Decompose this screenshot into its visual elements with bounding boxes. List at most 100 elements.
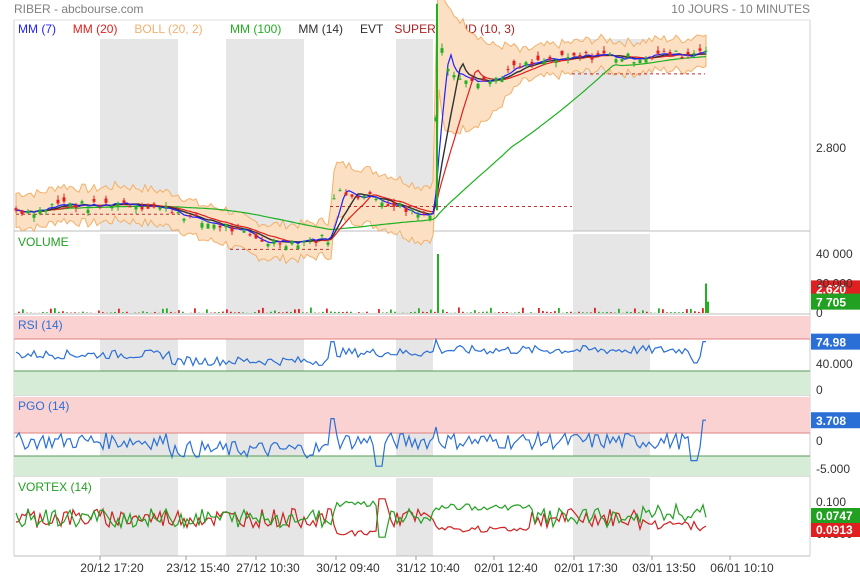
candle-body — [644, 58, 648, 63]
candle-body — [500, 78, 504, 83]
pane-title: PGO (14) — [18, 399, 69, 413]
volume-bar — [338, 311, 340, 313]
candle-body — [620, 58, 624, 62]
legend-item: BOLL (20, 2) — [134, 22, 202, 36]
volume-bar — [262, 307, 264, 313]
candle-body — [248, 234, 252, 236]
candle-body — [614, 59, 618, 63]
volume-bar — [170, 311, 172, 313]
candle-body — [284, 246, 288, 251]
candle-body — [56, 199, 60, 204]
volume-bar — [254, 312, 256, 313]
volume-bar — [358, 312, 360, 313]
candle-body — [626, 53, 630, 57]
volume-bar-spike — [437, 254, 439, 313]
candle-body — [650, 57, 654, 59]
volume-bar — [698, 311, 700, 313]
candle-body — [254, 234, 258, 239]
candle-body — [266, 243, 270, 247]
volume-bar — [586, 312, 588, 313]
candle-body — [188, 215, 192, 217]
indicator-tick: -5.000 — [816, 462, 850, 476]
volume-bar — [658, 308, 660, 313]
x-axis-label: 02/01 17:30 — [554, 561, 618, 575]
session-band — [100, 234, 178, 314]
volume-bar — [102, 312, 104, 313]
candle-body — [656, 50, 660, 54]
legend-item: MM (100) — [230, 22, 281, 36]
candle-body — [68, 203, 72, 208]
candle-body — [116, 203, 120, 207]
volume-bar — [230, 311, 232, 313]
candle-body — [356, 195, 360, 199]
session-shading — [100, 39, 650, 556]
x-axis-label: 20/12 17:20 — [80, 561, 144, 575]
volume-bar — [434, 311, 436, 313]
volume-bar — [598, 311, 600, 313]
candle-body — [662, 51, 666, 53]
volume-bar — [570, 311, 572, 313]
volume-bar — [606, 311, 608, 313]
volume-bar — [238, 312, 240, 313]
legend-item: MM (14) — [298, 22, 343, 36]
candle-body — [278, 243, 282, 245]
candle-body — [428, 215, 432, 220]
volume-bar — [98, 310, 100, 313]
candle-body — [32, 214, 36, 218]
candle-body — [440, 48, 444, 53]
volume-bar — [590, 312, 592, 313]
chart-text: RIBER - abcbourse.com 10 JOURS - 10 MINU… — [14, 2, 810, 16]
volume-tick: 0 — [816, 306, 823, 320]
volume-bar — [618, 308, 620, 313]
volume-bar — [162, 308, 164, 313]
volume-bar — [578, 311, 580, 313]
candle-body — [638, 59, 642, 63]
volume-bar — [114, 311, 116, 313]
candle-body — [20, 210, 24, 214]
candle-body — [680, 57, 684, 59]
volume-bar — [62, 311, 64, 313]
volume-bar — [462, 311, 464, 313]
volume-bar — [554, 311, 556, 313]
candle-body — [176, 212, 180, 214]
x-axis: 20/12 17:20 23/12 15:40 27/12 10:30 30/12 0… — [80, 556, 774, 575]
candle-body — [332, 198, 336, 200]
volume-bar — [422, 311, 424, 313]
volume-badge-label: 7 705 — [816, 296, 846, 310]
volume-bar — [694, 311, 696, 313]
volume-tick: 40 000 — [816, 247, 853, 261]
candle-body — [596, 53, 600, 55]
candle-body — [368, 192, 372, 195]
candle-body — [272, 239, 276, 245]
volume-bar — [22, 309, 24, 313]
volume-bar — [486, 311, 488, 313]
volume-bar — [678, 312, 680, 313]
volume-bar — [166, 308, 168, 313]
vortex-minus-badge — [811, 522, 860, 537]
volume-bar — [286, 311, 288, 313]
session-band — [573, 234, 650, 314]
volume-bar — [282, 312, 284, 313]
candle-body — [98, 205, 102, 207]
volume-bar — [394, 311, 396, 313]
candle-body — [632, 62, 636, 64]
volume-bar — [626, 311, 628, 313]
candle-body — [578, 55, 582, 57]
volume-bar — [366, 311, 368, 313]
session-band — [226, 39, 304, 231]
oversold-zone — [14, 371, 810, 395]
session-band — [226, 478, 304, 556]
candle-body — [182, 218, 186, 221]
candle-body — [314, 241, 318, 244]
candle-body — [482, 76, 486, 82]
candle-body — [488, 81, 492, 84]
candle-body — [296, 245, 300, 250]
volume-bar — [390, 309, 392, 313]
candle-body — [446, 68, 450, 72]
volume-bar — [458, 307, 460, 313]
volume-pane: VOLUME 40 000 20 000 07 705 — [18, 235, 860, 320]
candle-body — [320, 235, 324, 237]
volume-bar — [142, 311, 144, 313]
candle-body — [518, 66, 522, 68]
volume-bar — [226, 309, 228, 313]
